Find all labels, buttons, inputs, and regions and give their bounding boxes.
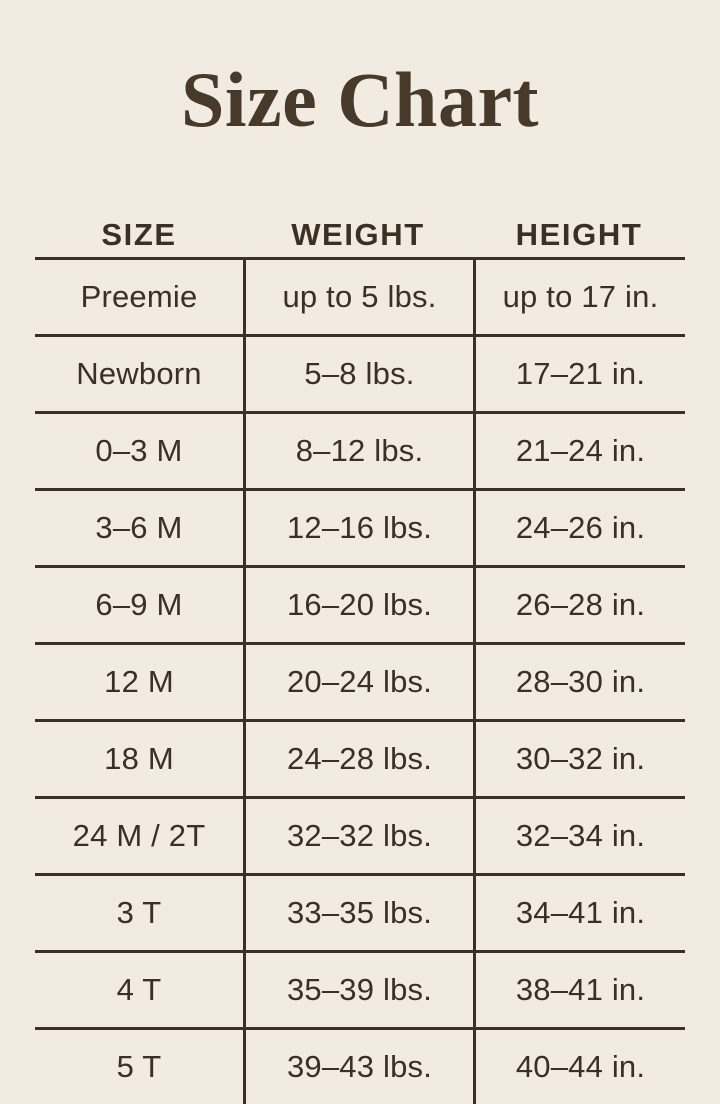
cell-size: 4 T: [116, 972, 162, 1007]
cell-weight: 12–16 lbs.: [243, 491, 473, 565]
cell-size: Preemie: [80, 279, 198, 314]
cell-size: 18 M: [104, 741, 174, 776]
cell-height: 28–30 in.: [473, 645, 685, 719]
cell-height: 26–28 in.: [473, 568, 685, 642]
table-row: Preemie up to 5 lbs. up to 17 in.: [35, 257, 685, 334]
cell-height: up to 17 in.: [473, 260, 685, 334]
cell-weight: 20–24 lbs.: [243, 645, 473, 719]
cell-weight: 8–12 lbs.: [243, 414, 473, 488]
cell-height: 40–44 in.: [473, 1030, 685, 1104]
cell-size: 3 T: [116, 895, 162, 930]
cell-height: 17–21 in.: [473, 337, 685, 411]
cell-size: 24 M / 2T: [72, 818, 206, 853]
table-row: 5 T 39–43 lbs. 40–44 in.: [35, 1027, 685, 1104]
column-header-weight: WEIGHT: [291, 217, 425, 252]
cell-size: Newborn: [76, 356, 202, 391]
table-row: Newborn 5–8 lbs. 17–21 in.: [35, 334, 685, 411]
cell-size: 3–6 M: [95, 510, 183, 545]
table-row: 0–3 M 8–12 lbs. 21–24 in.: [35, 411, 685, 488]
table-row: 3 T 33–35 lbs. 34–41 in.: [35, 873, 685, 950]
column-header-height: HEIGHT: [515, 217, 643, 252]
cell-size: 5 T: [116, 1049, 162, 1084]
cell-size: 12 M: [104, 664, 174, 699]
table-row: 12 M 20–24 lbs. 28–30 in.: [35, 642, 685, 719]
cell-weight: 39–43 lbs.: [243, 1030, 473, 1104]
page-title: Size Chart: [180, 56, 540, 143]
cell-weight: up to 5 lbs.: [243, 260, 473, 334]
cell-height: 32–34 in.: [473, 799, 685, 873]
size-chart-page: Size Chart SIZE WEIGHT HEIGHT Preemie up …: [35, 56, 685, 1104]
table-row: 6–9 M 16–20 lbs. 26–28 in.: [35, 565, 685, 642]
cell-size: 6–9 M: [95, 587, 183, 622]
size-chart-table: SIZE WEIGHT HEIGHT Preemie up to 5 lbs. up…: [35, 190, 685, 1104]
column-header-size: SIZE: [101, 217, 177, 252]
table-body: Preemie up to 5 lbs. up to 17 in. Newborn 5–…: [35, 257, 685, 1104]
cell-weight: 32–32 lbs.: [243, 799, 473, 873]
cell-height: 21–24 in.: [473, 414, 685, 488]
table-header-row: SIZE WEIGHT HEIGHT: [35, 190, 685, 257]
cell-height: 24–26 in.: [473, 491, 685, 565]
cell-size: 0–3 M: [95, 433, 183, 468]
cell-weight: 24–28 lbs.: [243, 722, 473, 796]
table-row: 24 M / 2T 32–32 lbs. 32–34 in.: [35, 796, 685, 873]
cell-height: 30–32 in.: [473, 722, 685, 796]
cell-weight: 35–39 lbs.: [243, 953, 473, 1027]
cell-height: 38–41 in.: [473, 953, 685, 1027]
table-row: 4 T 35–39 lbs. 38–41 in.: [35, 950, 685, 1027]
table-row: 3–6 M 12–16 lbs. 24–26 in.: [35, 488, 685, 565]
cell-weight: 16–20 lbs.: [243, 568, 473, 642]
table-row: 18 M 24–28 lbs. 30–32 in.: [35, 719, 685, 796]
cell-weight: 5–8 lbs.: [243, 337, 473, 411]
cell-height: 34–41 in.: [473, 876, 685, 950]
cell-weight: 33–35 lbs.: [243, 876, 473, 950]
